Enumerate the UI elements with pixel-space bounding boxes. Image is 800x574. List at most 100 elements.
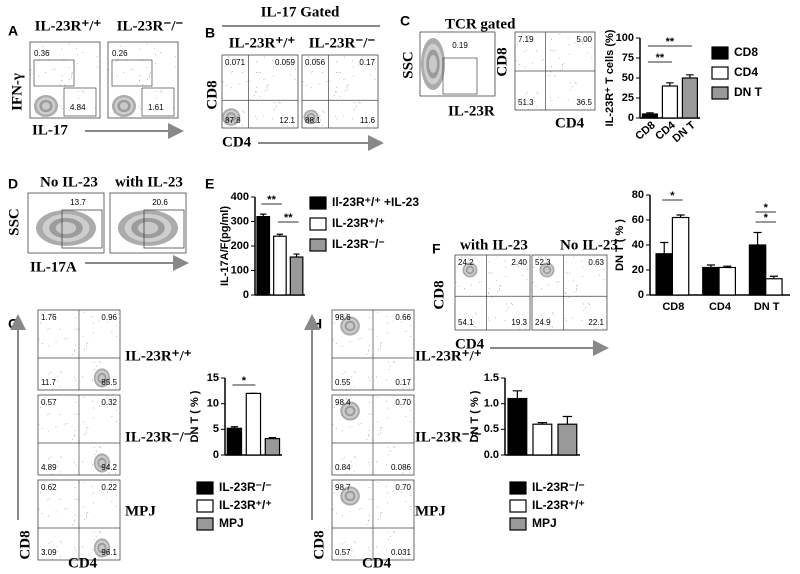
event-dot bbox=[386, 549, 387, 551]
legend-swatch bbox=[309, 196, 327, 210]
event-dot bbox=[86, 517, 87, 519]
event-dot bbox=[342, 458, 344, 460]
event-dot bbox=[358, 508, 360, 510]
event-dot bbox=[368, 328, 370, 330]
event-dot bbox=[111, 331, 113, 332]
event-dot bbox=[401, 491, 402, 493]
event-dot bbox=[116, 60, 117, 62]
legend-label: Il-23R⁺/⁺ +IL-23 bbox=[332, 195, 419, 209]
bar bbox=[718, 266, 736, 296]
event-dot bbox=[556, 281, 558, 283]
event-dot bbox=[351, 465, 353, 467]
event-dot bbox=[38, 338, 40, 340]
event-dot bbox=[61, 75, 63, 77]
event-dot bbox=[61, 48, 63, 50]
quadrant-value: 0.62 bbox=[41, 483, 57, 492]
event-dot bbox=[271, 60, 273, 62]
event-dot bbox=[568, 53, 570, 55]
event-dot bbox=[380, 515, 381, 517]
event-dot bbox=[386, 379, 387, 381]
event-dot bbox=[83, 348, 85, 350]
event-dot bbox=[368, 520, 370, 522]
event-dot bbox=[567, 99, 569, 101]
event-dot bbox=[86, 432, 87, 434]
axis-label: CD4 bbox=[362, 555, 392, 571]
event-dot bbox=[73, 462, 75, 463]
event-dot bbox=[130, 69, 132, 70]
event-dot bbox=[585, 307, 586, 309]
event-dot bbox=[74, 328, 76, 330]
event-dot bbox=[55, 511, 57, 513]
event-dot bbox=[312, 71, 314, 73]
event-dot bbox=[410, 335, 412, 337]
legend-label: MPJ bbox=[532, 516, 557, 530]
event-dot bbox=[120, 45, 122, 47]
event-dot bbox=[479, 281, 481, 283]
event-dot bbox=[30, 69, 32, 71]
event-dot bbox=[538, 256, 539, 258]
event-dot bbox=[42, 45, 44, 47]
event-dot bbox=[161, 91, 162, 93]
event-dot bbox=[83, 518, 85, 520]
event-dot bbox=[94, 453, 96, 455]
event-dot bbox=[39, 59, 41, 60]
event-dot bbox=[551, 39, 552, 40]
event-dot bbox=[583, 310, 585, 312]
quadrant-value: 0.32 bbox=[101, 398, 117, 407]
event-dot bbox=[51, 558, 53, 560]
event-dot bbox=[567, 37, 569, 39]
event-dot bbox=[410, 505, 412, 507]
y-tick-label: 300 bbox=[231, 215, 249, 227]
event-dot bbox=[467, 257, 469, 259]
event-dot bbox=[565, 287, 567, 289]
event-dot bbox=[573, 256, 575, 258]
event-dot bbox=[537, 92, 539, 94]
event-dot bbox=[532, 281, 534, 283]
event-dot bbox=[119, 116, 121, 118]
panel-letter: B bbox=[205, 25, 215, 41]
event-dot bbox=[64, 338, 66, 340]
quadrant-value: 0.071 bbox=[225, 58, 246, 67]
event-dot bbox=[160, 90, 162, 92]
event-dot bbox=[565, 261, 567, 263]
event-dot bbox=[73, 519, 75, 521]
event-dot bbox=[458, 285, 460, 287]
event-dot bbox=[366, 354, 368, 355]
event-dot bbox=[401, 406, 402, 408]
event-dot bbox=[343, 79, 345, 80]
axis-label: CD4 bbox=[555, 115, 585, 131]
event-dot bbox=[256, 61, 258, 63]
event-dot bbox=[339, 474, 341, 476]
event-dot bbox=[333, 95, 335, 96]
event-dot bbox=[376, 546, 377, 548]
event-dot bbox=[74, 317, 76, 319]
event-dot bbox=[308, 56, 310, 58]
event-dot bbox=[540, 59, 542, 61]
y-tick-label: 15 bbox=[207, 372, 219, 384]
event-dot bbox=[472, 321, 474, 323]
event-dot bbox=[225, 85, 227, 86]
error-bar bbox=[230, 426, 238, 429]
event-dot bbox=[238, 83, 240, 85]
event-dot bbox=[601, 319, 603, 321]
event-dot bbox=[387, 361, 389, 363]
event-dot bbox=[294, 78, 296, 80]
event-dot bbox=[45, 71, 46, 73]
event-dot bbox=[376, 336, 378, 338]
event-dot bbox=[51, 312, 53, 314]
event-dot bbox=[495, 317, 497, 319]
event-dot bbox=[464, 314, 466, 316]
event-dot bbox=[48, 59, 50, 61]
event-dot bbox=[123, 71, 124, 73]
axis-label: IL-23R⁺ T cells (%) bbox=[604, 29, 616, 126]
event-dot bbox=[360, 508, 362, 509]
event-dot bbox=[490, 272, 492, 274]
event-dot bbox=[602, 327, 604, 329]
event-dot bbox=[274, 108, 275, 110]
event-dot bbox=[111, 501, 113, 502]
event-dot bbox=[51, 388, 53, 390]
event-dot bbox=[354, 108, 355, 110]
event-dot bbox=[59, 83, 61, 85]
event-dot bbox=[160, 52, 161, 53]
event-dot bbox=[338, 465, 340, 467]
